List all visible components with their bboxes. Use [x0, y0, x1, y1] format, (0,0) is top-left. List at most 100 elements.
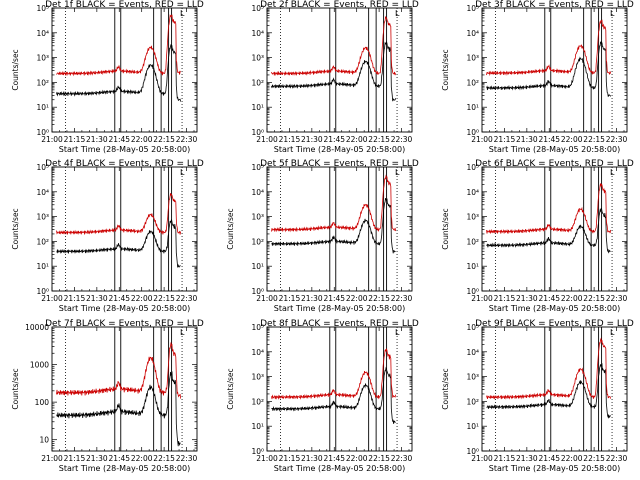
y-axis-label: Counts/sec: [11, 208, 20, 249]
series-line-lld: [486, 19, 611, 77]
y-tick-label: 10⁵: [36, 4, 49, 13]
y-tick-label: 10¹: [251, 262, 264, 271]
x-tick-label: 21:15: [494, 294, 516, 303]
y-tick-label: 10²: [36, 78, 49, 87]
legend-mark: L: [180, 168, 185, 177]
x-axis-label: Start Time (28-May-05 20:58:00): [274, 464, 405, 473]
series-line-events: [271, 41, 396, 102]
y-tick-label: 10¹: [251, 103, 264, 112]
y-tick-label: 10²: [251, 78, 264, 87]
x-tick-label: 21:00: [41, 454, 63, 463]
panel-title: Det 6f BLACK = Events, RED = LLD: [475, 159, 634, 169]
y-tick-label: 10²: [466, 237, 479, 246]
x-tick-label: 22:00: [346, 454, 368, 463]
y-axis-label: Counts/sec: [11, 368, 20, 409]
panel-det-8f: Det 8f BLACK = Events, RED = LLD Counts/s…: [226, 319, 419, 473]
series-line-events: [271, 366, 396, 424]
series-line-lld: [271, 174, 396, 233]
y-tick-label: 10³: [251, 54, 264, 63]
panel-title: Det 1f BLACK = Events, RED = LLD: [45, 0, 204, 10]
panel-title: Det 8f BLACK = Events, RED = LLD: [260, 319, 419, 329]
x-tick-label: 22:30: [176, 454, 198, 463]
x-axis-label: Start Time (28-May-05 20:58:00): [274, 304, 405, 313]
legend-mark: L: [610, 328, 615, 337]
x-tick-label: 21:15: [64, 135, 86, 144]
y-tick-label: 10¹: [36, 103, 49, 112]
x-tick-label: 21:45: [323, 135, 345, 144]
y-tick-label: 10⁵: [36, 163, 49, 172]
x-tick-label: 21:45: [538, 294, 560, 303]
panel-title: Det 7f BLACK = Events, RED = LLD: [45, 319, 204, 329]
panel-det-3f: Det 3f BLACK = Events, RED = LLD Counts/s…: [441, 0, 634, 154]
x-tick-label: 21:45: [323, 454, 345, 463]
y-tick-label: 10¹: [36, 262, 49, 271]
panel-det-6f: Det 6f BLACK = Events, RED = LLD Counts/s…: [441, 159, 634, 313]
panel-title: Det 5f BLACK = Events, RED = LLD: [260, 159, 419, 169]
plot-frame: [481, 7, 628, 133]
x-axis-label: Start Time (28-May-05 20:58:00): [59, 304, 190, 313]
x-tick-label: 22:30: [176, 294, 198, 303]
x-tick-label: 21:00: [256, 135, 278, 144]
series-line-lld: [486, 337, 611, 400]
y-tick-label: 10³: [251, 213, 264, 222]
y-axis-label: Counts/sec: [441, 208, 450, 249]
x-tick-label: 22:15: [153, 454, 175, 463]
y-tick-label: 10⁰: [466, 128, 479, 137]
x-tick-label: 22:15: [583, 294, 605, 303]
panel-title: Det 2f BLACK = Events, RED = LLD: [260, 0, 419, 10]
x-tick-label: 22:00: [346, 294, 368, 303]
x-tick-label: 21:30: [86, 454, 108, 463]
y-tick-label: 10⁰: [466, 287, 479, 296]
series-line-lld: [271, 347, 396, 400]
y-tick-label: 10⁴: [466, 29, 479, 38]
x-tick-label: 22:15: [583, 135, 605, 144]
y-tick-label: 10³: [466, 54, 479, 63]
series-line-lld: [56, 193, 181, 235]
x-tick-label: 22:15: [583, 454, 605, 463]
x-tick-label: 22:30: [606, 454, 628, 463]
series-line-lld: [271, 15, 396, 76]
x-axis-label: Start Time (28-May-05 20:58:00): [489, 464, 620, 473]
y-tick-label: 10⁵: [466, 323, 479, 332]
x-tick-label: 22:00: [561, 294, 583, 303]
panel-det-2f: Det 2f BLACK = Events, RED = LLD Start Ti…: [251, 0, 418, 154]
x-tick-label: 21:30: [516, 454, 538, 463]
x-tick-label: 22:15: [153, 294, 175, 303]
x-tick-label: 21:30: [516, 294, 538, 303]
x-tick-label: 21:00: [471, 294, 493, 303]
plot-frame: [51, 7, 198, 133]
x-tick-label: 22:00: [131, 135, 153, 144]
legend-mark: L: [395, 168, 400, 177]
x-tick-label: 21:30: [301, 294, 323, 303]
x-tick-label: 21:00: [41, 294, 63, 303]
x-tick-label: 22:00: [346, 135, 368, 144]
x-tick-label: 21:45: [538, 454, 560, 463]
y-tick-label: 10⁰: [466, 447, 479, 456]
x-tick-label: 22:30: [391, 294, 413, 303]
x-tick-label: 21:30: [301, 135, 323, 144]
x-axis-label: Start Time (28-May-05 20:58:00): [489, 145, 620, 154]
plot-frame: [51, 326, 198, 452]
series-line-events: [486, 362, 611, 419]
panel-title: Det 9f BLACK = Events, RED = LLD: [475, 319, 634, 329]
x-axis-label: Start Time (28-May-05 20:58:00): [59, 464, 190, 473]
x-tick-label: 21:00: [41, 135, 63, 144]
y-tick-label: 10⁵: [251, 163, 264, 172]
panel-det-5f: Det 5f BLACK = Events, RED = LLD Counts/s…: [226, 159, 419, 313]
x-tick-label: 21:15: [64, 454, 86, 463]
x-tick-label: 21:00: [471, 135, 493, 144]
x-tick-label: 21:15: [64, 294, 86, 303]
y-tick-label: 1000: [30, 361, 49, 370]
x-tick-label: 22:00: [561, 454, 583, 463]
y-tick-label: 10³: [251, 373, 264, 382]
x-tick-label: 22:00: [131, 454, 153, 463]
y-tick-label: 10¹: [466, 422, 479, 431]
legend-mark: L: [610, 9, 615, 18]
panel-det-9f: Det 9f BLACK = Events, RED = LLD Counts/s…: [441, 319, 634, 473]
y-tick-label: 10⁵: [251, 323, 264, 332]
series-line-events: [271, 198, 396, 254]
y-tick-label: 10⁰: [251, 287, 264, 296]
y-tick-label: 10¹: [466, 262, 479, 271]
x-tick-label: 21:45: [108, 135, 130, 144]
x-tick-label: 21:15: [279, 294, 301, 303]
